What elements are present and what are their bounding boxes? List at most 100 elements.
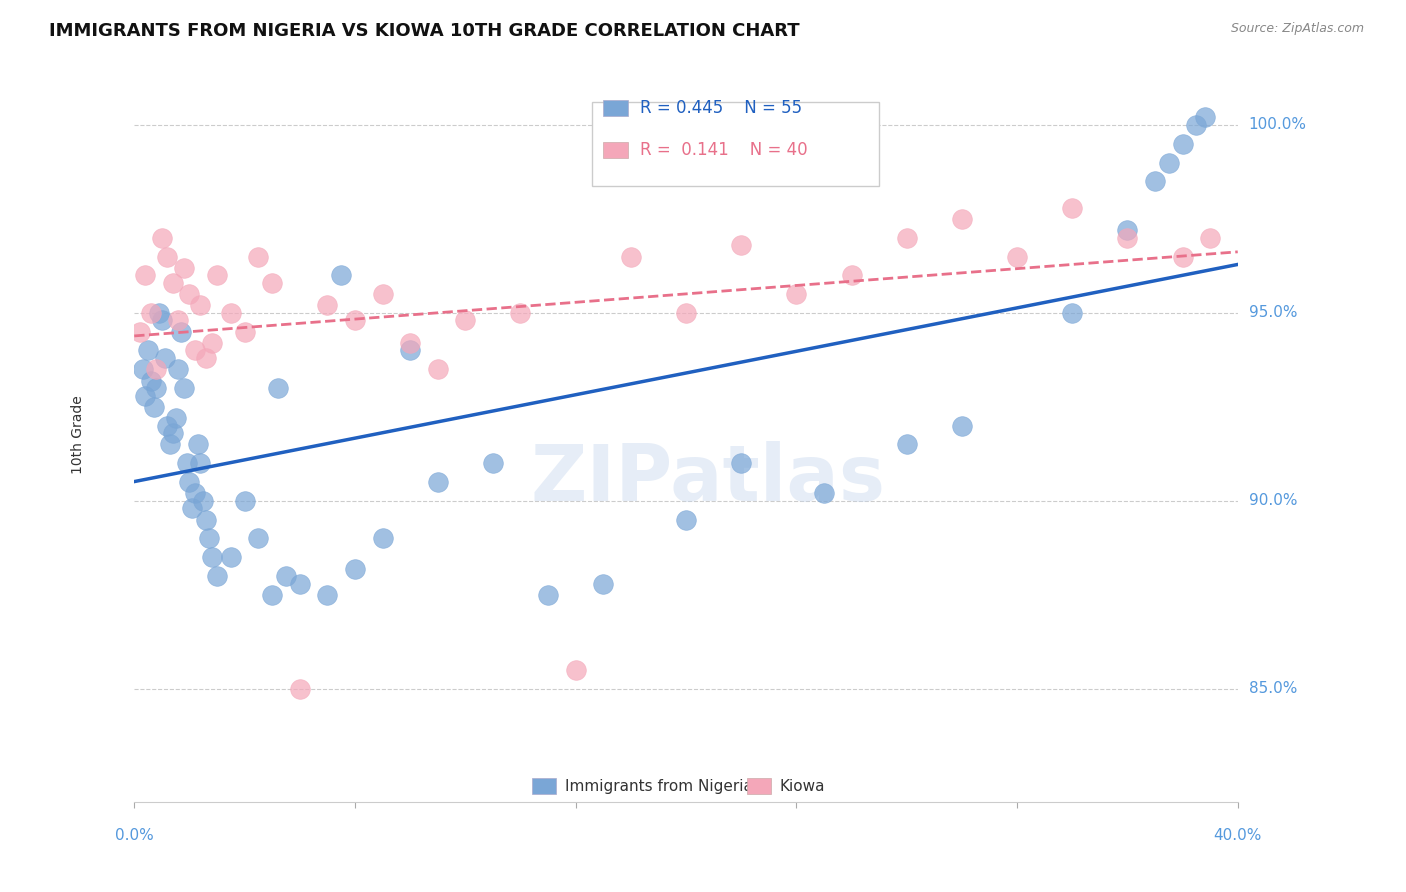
Point [193, 494, 215, 508]
Point [128, 325, 150, 339]
Point [247, 532, 270, 546]
Point [1116, 230, 1139, 244]
Point [134, 389, 156, 403]
Point [950, 211, 973, 226]
Point [195, 513, 218, 527]
Point [200, 550, 222, 565]
Point [1157, 155, 1180, 169]
Bar [747, 778, 770, 795]
Text: R =  0.141    N = 40: R = 0.141 N = 40 [640, 141, 807, 159]
FancyBboxPatch shape [592, 102, 879, 186]
Point [564, 663, 586, 677]
Point [730, 456, 752, 470]
Point [950, 418, 973, 433]
Point [620, 250, 643, 264]
Point [1171, 136, 1194, 151]
Point [1116, 223, 1139, 237]
Point [1005, 250, 1028, 264]
Point [195, 351, 218, 365]
Text: 90.0%: 90.0% [1249, 493, 1298, 508]
Point [343, 561, 366, 575]
Point [1171, 250, 1194, 264]
Point [184, 486, 207, 500]
Point [343, 313, 366, 327]
Bar [603, 100, 627, 116]
Point [813, 486, 835, 500]
Point [537, 588, 560, 602]
Point [162, 276, 184, 290]
Point [841, 268, 863, 283]
Point [145, 362, 167, 376]
Point [219, 306, 242, 320]
Bar [531, 778, 555, 795]
Point [181, 501, 204, 516]
Point [167, 362, 190, 376]
Point [316, 298, 339, 312]
Bar [603, 142, 627, 158]
Point [509, 306, 531, 320]
Point [1185, 118, 1208, 132]
Point [316, 588, 339, 602]
Point [145, 381, 167, 395]
Point [165, 411, 187, 425]
Point [426, 475, 449, 489]
Point [1062, 201, 1084, 215]
Point [896, 437, 918, 451]
Point [233, 494, 256, 508]
Point [896, 230, 918, 244]
Point [592, 576, 614, 591]
Point [142, 400, 165, 414]
Text: Immigrants from Nigeria: Immigrants from Nigeria [565, 779, 752, 794]
Point [197, 532, 219, 546]
Point [187, 437, 209, 451]
Point [156, 418, 179, 433]
Point [1062, 306, 1084, 320]
Point [262, 588, 284, 602]
Point [371, 287, 394, 301]
Point [136, 343, 159, 358]
Point [274, 569, 297, 583]
Point [190, 456, 212, 470]
Point [288, 576, 311, 591]
Point [205, 569, 228, 583]
Point [1194, 111, 1216, 125]
Point [1199, 230, 1222, 244]
Point [153, 351, 176, 365]
Point [454, 313, 477, 327]
Text: 95.0%: 95.0% [1249, 305, 1298, 320]
Point [267, 381, 290, 395]
Text: ZIPatlas: ZIPatlas [530, 441, 886, 517]
Point [150, 230, 173, 244]
Point [675, 306, 697, 320]
Point [134, 268, 156, 283]
Point [190, 298, 212, 312]
Text: Source: ZipAtlas.com: Source: ZipAtlas.com [1230, 22, 1364, 36]
Text: 10th Grade: 10th Grade [70, 396, 84, 475]
Point [179, 287, 201, 301]
Point [399, 336, 422, 351]
Text: IMMIGRANTS FROM NIGERIA VS KIOWA 10TH GRADE CORRELATION CHART: IMMIGRANTS FROM NIGERIA VS KIOWA 10TH GR… [49, 22, 800, 40]
Text: 85.0%: 85.0% [1249, 681, 1298, 697]
Point [399, 343, 422, 358]
Point [205, 268, 228, 283]
Text: R = 0.445    N = 55: R = 0.445 N = 55 [640, 99, 801, 117]
Point [330, 268, 353, 283]
Point [371, 532, 394, 546]
Point [482, 456, 505, 470]
Point [200, 336, 222, 351]
Point [675, 513, 697, 527]
Point [1143, 174, 1166, 188]
Point [148, 306, 170, 320]
Point [785, 287, 807, 301]
Point [730, 238, 752, 252]
Point [426, 362, 449, 376]
Point [176, 456, 198, 470]
Point [262, 276, 284, 290]
Point [139, 306, 162, 320]
Point [219, 550, 242, 565]
Point [288, 681, 311, 696]
Text: 40.0%: 40.0% [1213, 828, 1263, 843]
Point [139, 374, 162, 388]
Point [156, 250, 179, 264]
Point [247, 250, 270, 264]
